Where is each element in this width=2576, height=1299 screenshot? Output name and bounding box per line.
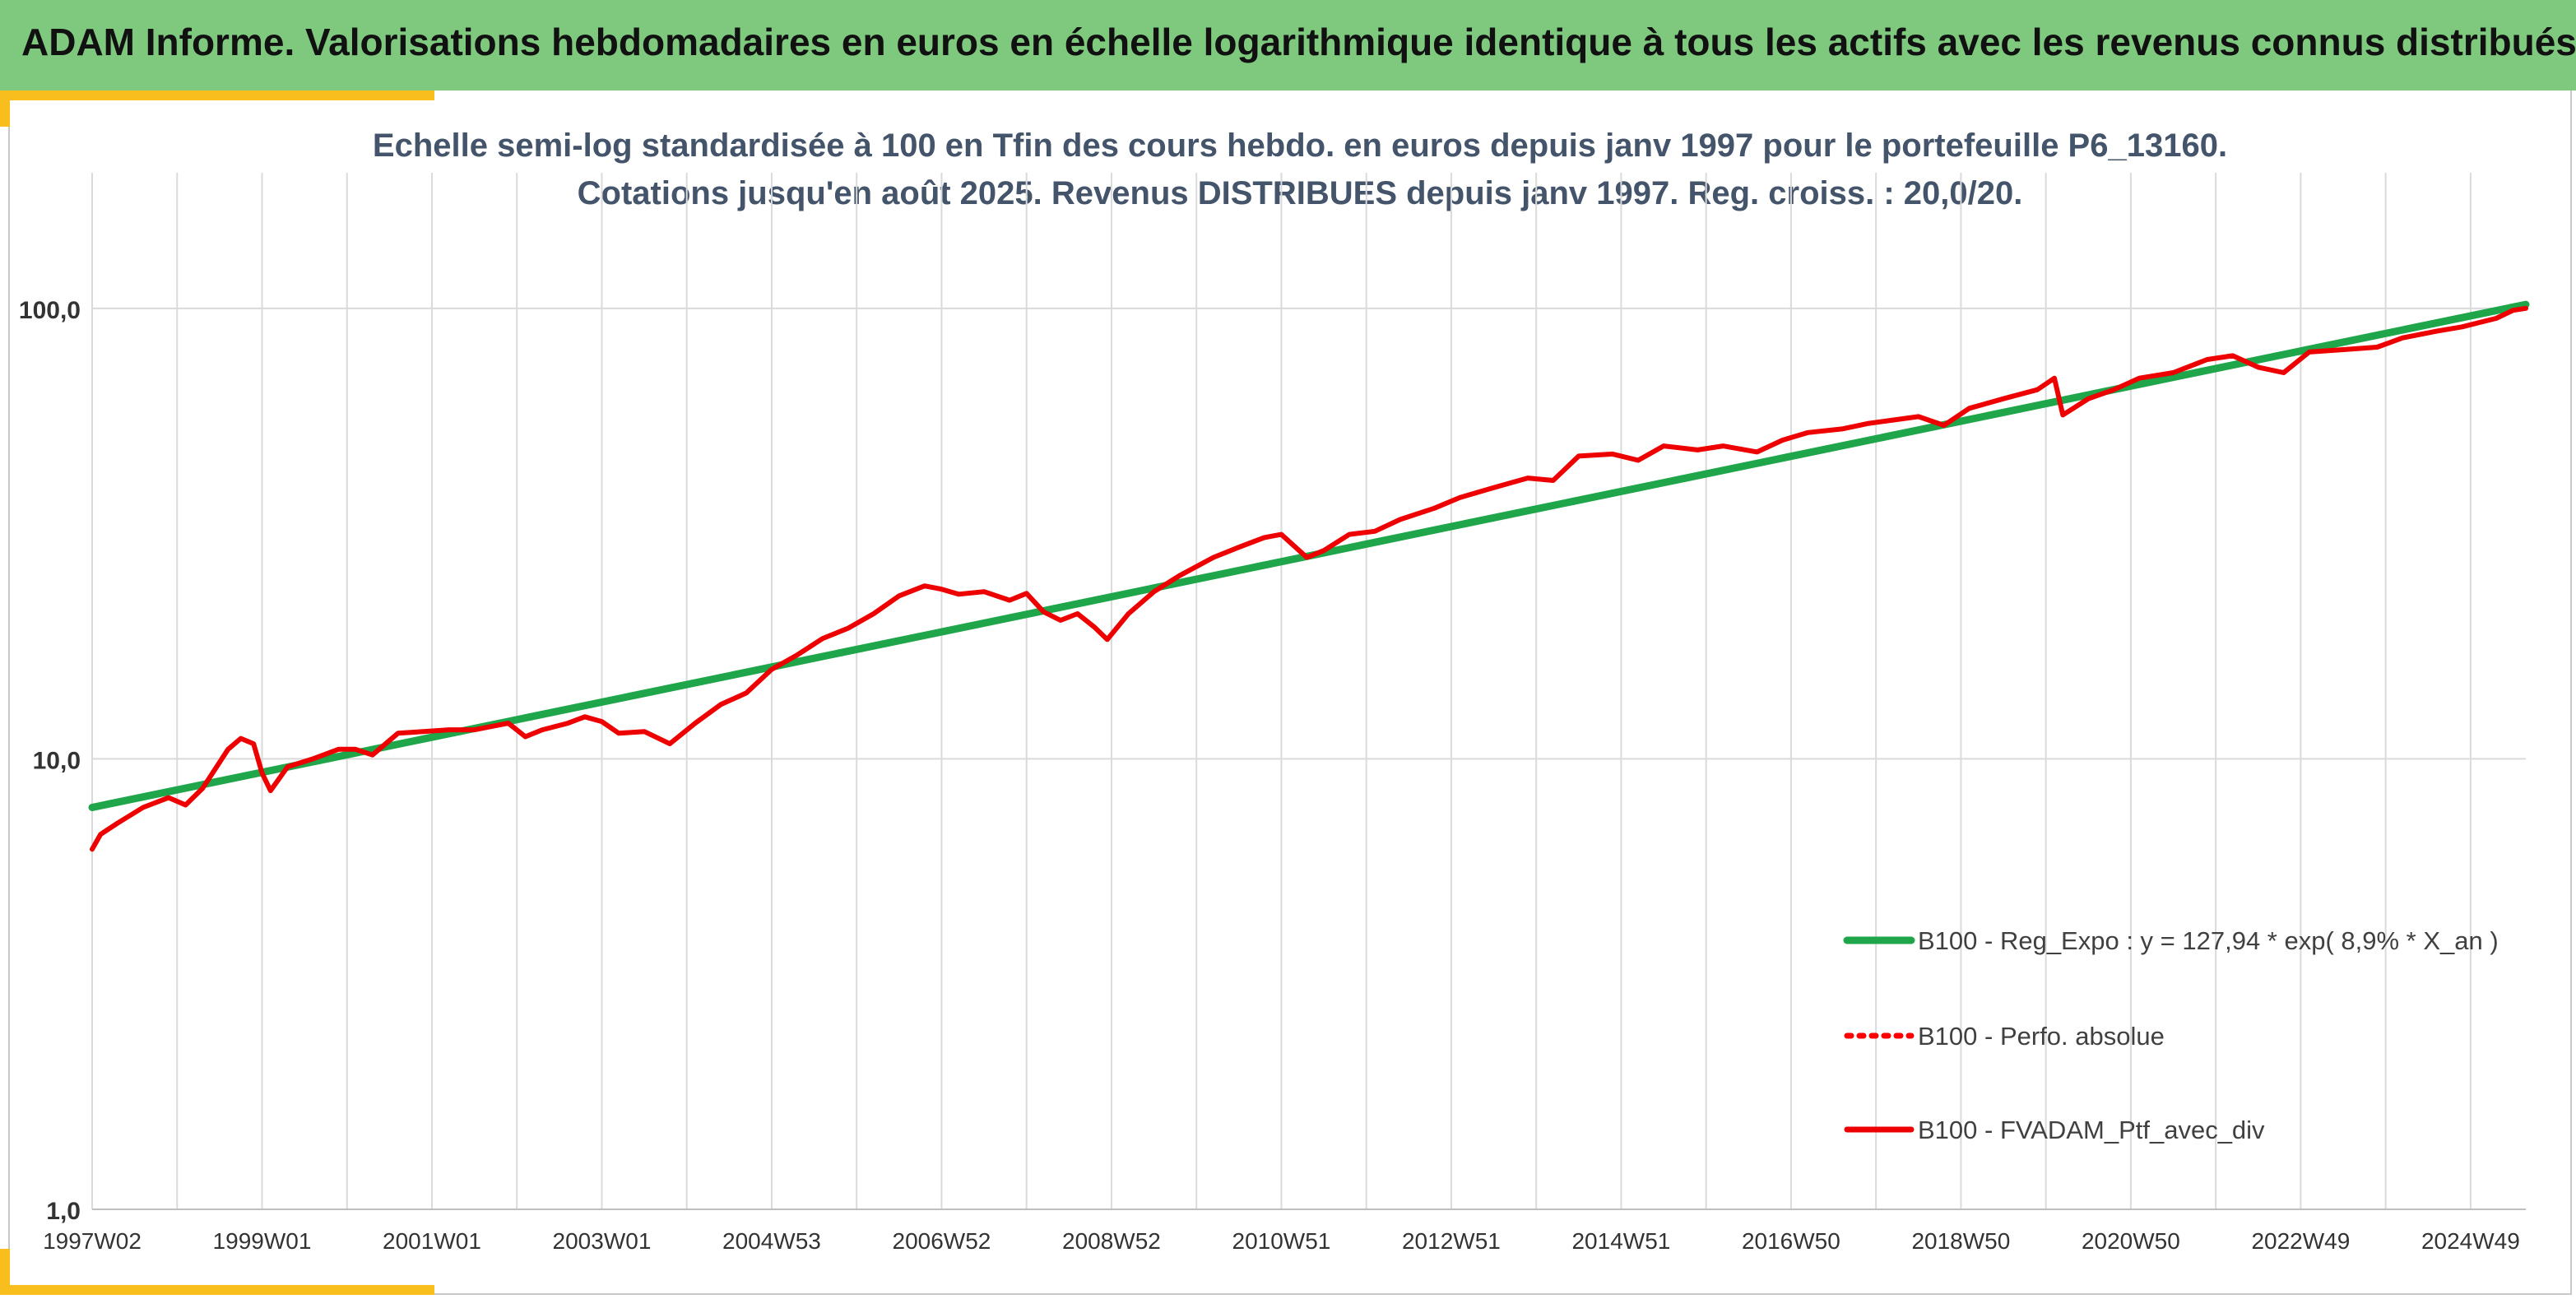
x-tick-label: 1997W02 (43, 1228, 142, 1254)
legend-label-1: B100 - Perfo. absolue (1918, 1022, 2165, 1051)
page-title: ADAM Informe. Valorisations hebdomadaire… (21, 21, 2576, 63)
x-tick-label: 2006W52 (893, 1228, 991, 1254)
x-tick-label: 2016W50 (1742, 1228, 1840, 1254)
series-line-2 (90, 305, 2528, 852)
y-tick-label: 100,0 (19, 297, 81, 324)
x-tick-label: 2004W53 (722, 1228, 821, 1254)
y-tick-label: 1,0 (46, 1198, 81, 1225)
accent-bar-bottom (0, 1285, 434, 1295)
x-tick-label: 2014W51 (1571, 1228, 1670, 1254)
legend: B100 - Reg_Expo : y = 127,94 * exp( 8,9%… (1843, 926, 2499, 1144)
legend-label-0: B100 - Reg_Expo : y = 127,94 * exp( 8,9%… (1918, 926, 2499, 955)
x-tick-label: 2022W49 (2251, 1228, 2350, 1254)
x-tick-label: 2008W52 (1062, 1228, 1161, 1254)
chart-frame (8, 90, 2572, 1295)
accent-bar-left-top (0, 90, 10, 127)
chart-subtitle: Cotations jusqu'en août 2025. Revenus DI… (578, 175, 2023, 211)
axes: 1,0 10,0 100,0 1997W02 1999W01 2001W01 2003W01… (19, 297, 2526, 1254)
x-tick-label: 2010W51 (1232, 1228, 1331, 1254)
x-tick-label: 2003W01 (553, 1228, 652, 1254)
x-tick-label: 2020W50 (2082, 1228, 2180, 1254)
x-tick-label: 2001W01 (383, 1228, 481, 1254)
accent-bar-left-bottom (0, 1249, 10, 1295)
accent-bar-top (0, 90, 434, 100)
series-layer (88, 300, 2530, 852)
chart-title: Echelle semi-log standardisée à 100 en T… (373, 128, 2227, 164)
x-tick-label: 2018W50 (1911, 1228, 2010, 1254)
x-tick-label: 2024W49 (2421, 1228, 2520, 1254)
y-tick-label: 10,0 (33, 747, 81, 774)
gridlines (91, 173, 2526, 1210)
header-bar: ADAM Informe. Valorisations hebdomadaire… (0, 0, 2576, 90)
x-tick-label: 1999W01 (213, 1228, 312, 1254)
legend-label-2: B100 - FVADAM_Ptf_avec_div (1918, 1116, 2265, 1144)
x-tick-label: 2012W51 (1402, 1228, 1501, 1254)
